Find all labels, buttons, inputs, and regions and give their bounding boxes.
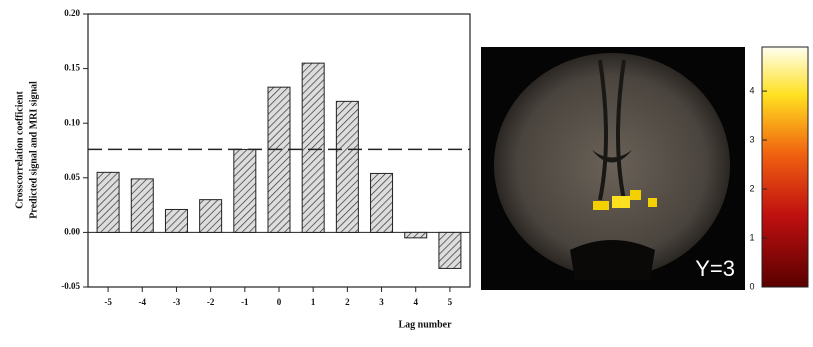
y-tick-label: 0.05: [64, 172, 80, 182]
y-tick-label: 0.00: [64, 226, 80, 236]
bar: [336, 101, 358, 232]
brain-image: Y=3: [481, 47, 745, 290]
bar: [371, 173, 393, 232]
colorbar-tick-label: 1: [749, 232, 754, 242]
bar: [439, 232, 461, 268]
image-label: Y=3: [695, 256, 735, 281]
x-tick-label: 0: [277, 297, 282, 307]
colorbar-tick-label: 3: [749, 134, 754, 144]
x-tick-label: -1: [241, 297, 249, 307]
x-axis-label: Lag number: [398, 319, 452, 330]
y-axis-label: Predicted signal and MRI signal: [28, 81, 39, 219]
x-tick-label: -5: [104, 297, 112, 307]
x-tick-label: -2: [207, 297, 215, 307]
bar: [268, 87, 290, 232]
bar: [131, 179, 153, 233]
colorbar-tick-label: 4: [749, 85, 754, 95]
x-tick-label: 3: [379, 297, 384, 307]
bar: [234, 149, 256, 232]
y-tick-label: -0.05: [61, 281, 80, 291]
y-tick-label: 0.10: [64, 117, 80, 127]
colorbar: [762, 47, 808, 287]
y-tick-label: 0.15: [64, 63, 80, 73]
colorbar-tick-label: 0: [749, 281, 754, 291]
bar: [302, 63, 324, 232]
bar: [405, 232, 427, 237]
x-tick-label: 4: [413, 297, 418, 307]
y-tick-label: 0.20: [64, 8, 80, 18]
bar: [200, 200, 222, 233]
bar: [165, 209, 187, 232]
x-tick-label: 2: [345, 297, 350, 307]
y-axis-label: Crosscorrelation coefficient: [14, 91, 25, 209]
colorbar-tick-label: 2: [749, 183, 754, 193]
x-tick-label: 5: [448, 297, 453, 307]
figure: Crosscorrelation coefficient Predicted s…: [0, 0, 813, 342]
x-tick-label: 1: [311, 297, 316, 307]
x-tick-label: -4: [139, 297, 147, 307]
x-tick-label: -3: [173, 297, 181, 307]
bar: [97, 172, 119, 232]
